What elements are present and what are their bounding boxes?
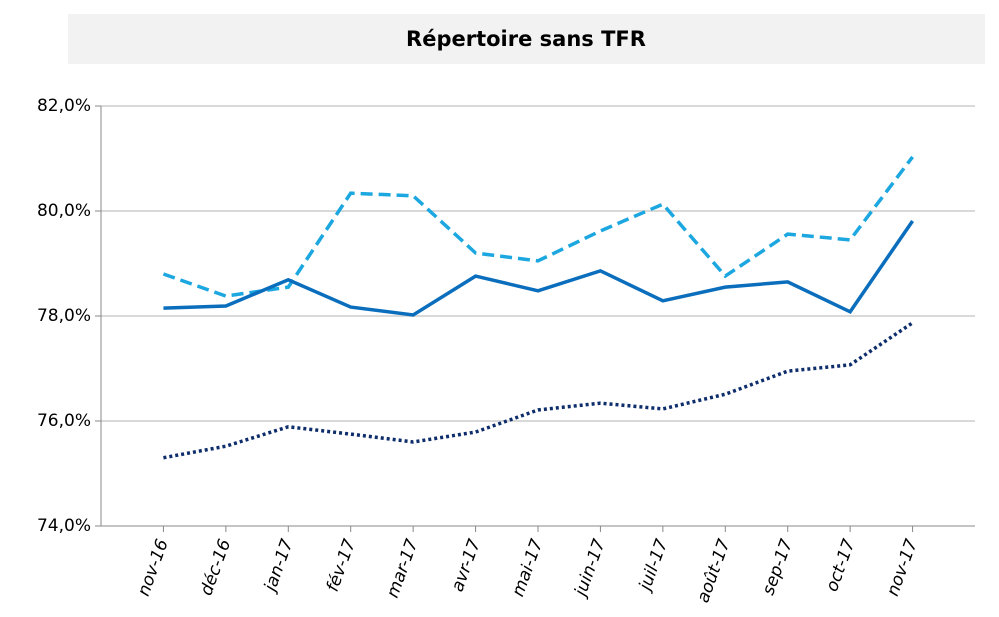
- x-tick-label: juin-17: [570, 536, 610, 600]
- x-tick-label: mai-17: [508, 536, 547, 599]
- y-tick-label: 80,0%: [37, 201, 91, 221]
- title-box: [68, 14, 985, 64]
- x-tick-label: mar-17: [383, 536, 423, 600]
- x-tick-label: nov-17: [883, 536, 922, 598]
- x-tick-label: sep-17: [759, 536, 798, 597]
- y-tick-label: 82,0%: [37, 96, 91, 116]
- line-series: [163, 219, 915, 317]
- x-tick-label: juil-17: [635, 536, 673, 594]
- y-tick-label: 74,0%: [37, 516, 91, 536]
- line-series: [163, 321, 914, 460]
- x-tick-label: fév-17: [323, 536, 360, 594]
- x-tick-label: août-17: [693, 536, 734, 605]
- chart-title: Répertoire sans TFR: [406, 27, 646, 51]
- x-tick-label: déc-16: [196, 536, 235, 598]
- y-tick-label: 76,0%: [37, 411, 91, 431]
- x-tick-label: nov-16: [134, 536, 173, 598]
- x-tick-label: avr-17: [448, 536, 485, 594]
- line-series: [162, 155, 914, 298]
- x-tick-label: jan-17: [260, 536, 298, 595]
- x-tick-label: oct-17: [822, 536, 859, 594]
- y-tick-label: 78,0%: [37, 306, 91, 326]
